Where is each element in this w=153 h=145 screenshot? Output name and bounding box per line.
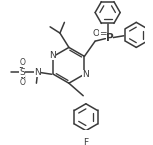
Text: N: N: [82, 70, 89, 79]
Text: P: P: [106, 33, 113, 43]
Text: S: S: [19, 68, 25, 77]
Text: N: N: [49, 51, 56, 60]
Text: O: O: [93, 29, 99, 38]
Text: N: N: [34, 68, 41, 77]
Text: O: O: [19, 58, 25, 67]
Text: F: F: [83, 138, 88, 145]
Text: =: =: [99, 29, 107, 38]
Text: O: O: [19, 78, 25, 87]
